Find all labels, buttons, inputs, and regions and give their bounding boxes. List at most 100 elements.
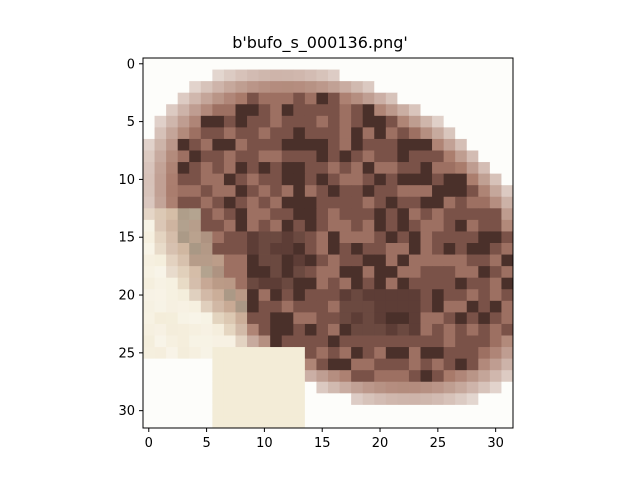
image-pixel — [501, 69, 514, 82]
image-pixel — [247, 370, 260, 383]
image-pixel — [166, 173, 179, 186]
image-pixel — [339, 300, 352, 313]
image-pixel — [304, 196, 317, 209]
image-pixel — [177, 416, 190, 429]
image-pixel — [408, 358, 421, 371]
image-pixel — [154, 277, 167, 290]
image-pixel — [374, 115, 387, 128]
image-pixel — [316, 219, 329, 232]
image-pixel — [443, 127, 456, 140]
image-pixel — [501, 381, 514, 394]
image-pixel — [397, 219, 410, 232]
image-pixel — [281, 138, 294, 151]
image-pixel — [189, 127, 202, 140]
y-tick-label: 25 — [118, 346, 135, 361]
image-pixel — [420, 219, 433, 232]
image-pixel — [420, 231, 433, 244]
image-pixel — [351, 127, 364, 140]
image-pixel — [339, 347, 352, 360]
image-pixel — [466, 243, 479, 255]
image-pixel — [258, 277, 271, 290]
image-pixel — [478, 347, 491, 360]
image-pixel — [351, 115, 364, 128]
image-pixel — [328, 150, 340, 163]
x-axis: 0 5 10 15 20 25 30 — [145, 428, 504, 451]
image-pixel — [385, 393, 398, 406]
image-pixel — [177, 127, 190, 140]
image-pixel — [328, 162, 340, 175]
image-pixel — [154, 358, 167, 371]
image-pixel — [478, 277, 491, 290]
image-pixel — [374, 266, 387, 279]
image-pixel — [432, 231, 445, 244]
image-pixel — [328, 231, 340, 244]
image-pixel — [362, 254, 375, 267]
image-pixel — [501, 323, 514, 336]
image-pixel — [432, 185, 445, 198]
image-pixel — [432, 115, 445, 128]
image-pixel — [385, 254, 398, 267]
image-pixel — [281, 404, 294, 417]
image-pixel — [212, 300, 225, 313]
image-pixel — [397, 277, 410, 290]
image-pixel — [316, 231, 329, 244]
image-pixel — [420, 69, 433, 82]
image-pixel — [177, 312, 190, 325]
image-pixel — [397, 104, 410, 117]
image-pixel — [143, 58, 155, 70]
image-pixel — [270, 58, 283, 70]
image-pixel — [304, 416, 317, 429]
image-pixel — [432, 335, 445, 348]
image-pixel — [166, 69, 179, 82]
image-pixel — [397, 358, 410, 371]
image-pixel — [489, 323, 502, 336]
image-pixel — [223, 404, 236, 417]
image-pixel — [466, 381, 479, 394]
image-pixel — [374, 347, 387, 360]
image-pixel — [351, 173, 364, 186]
image-pixel — [258, 231, 271, 244]
image-pixel — [189, 243, 202, 255]
image-pixel — [455, 243, 468, 255]
image-pixel — [177, 219, 190, 232]
image-pixel — [420, 416, 433, 429]
image-pixel — [455, 138, 468, 151]
image-pixel — [362, 81, 375, 94]
image-pixel — [166, 219, 179, 232]
image-pixel — [200, 266, 213, 279]
image-pixel — [408, 173, 421, 186]
image-pixel — [489, 92, 502, 105]
image-pixel — [200, 312, 213, 325]
image-pixel — [304, 173, 317, 186]
image-pixel — [397, 138, 410, 151]
image-pixel — [304, 219, 317, 232]
image-pixel — [270, 127, 283, 140]
image-pixel — [212, 196, 225, 209]
image-pixel — [223, 312, 236, 325]
image-pixel — [397, 81, 410, 94]
image-pixel — [143, 185, 155, 198]
image-pixel — [385, 81, 398, 94]
image-pixel — [200, 254, 213, 267]
image-pixel — [374, 104, 387, 117]
image-pixel — [362, 231, 375, 244]
image-pixel — [258, 81, 271, 94]
image-pixel — [501, 312, 514, 325]
image-pixel — [177, 208, 190, 221]
image-pixel — [200, 196, 213, 209]
image-pixel — [177, 92, 190, 105]
image-pixel — [351, 347, 364, 360]
image-pixel — [420, 277, 433, 290]
image-pixel — [235, 196, 248, 209]
image-pixel — [154, 312, 167, 325]
image-pixel — [501, 277, 514, 290]
image-pixel — [154, 69, 167, 82]
image-pixel — [432, 150, 445, 163]
image-pixel — [385, 92, 398, 105]
image-pixel — [154, 393, 167, 406]
image-pixel — [177, 243, 190, 255]
image-pixel — [397, 416, 410, 429]
image-pixel — [397, 150, 410, 163]
image-pixel — [223, 335, 236, 348]
image-pixel — [154, 289, 167, 302]
